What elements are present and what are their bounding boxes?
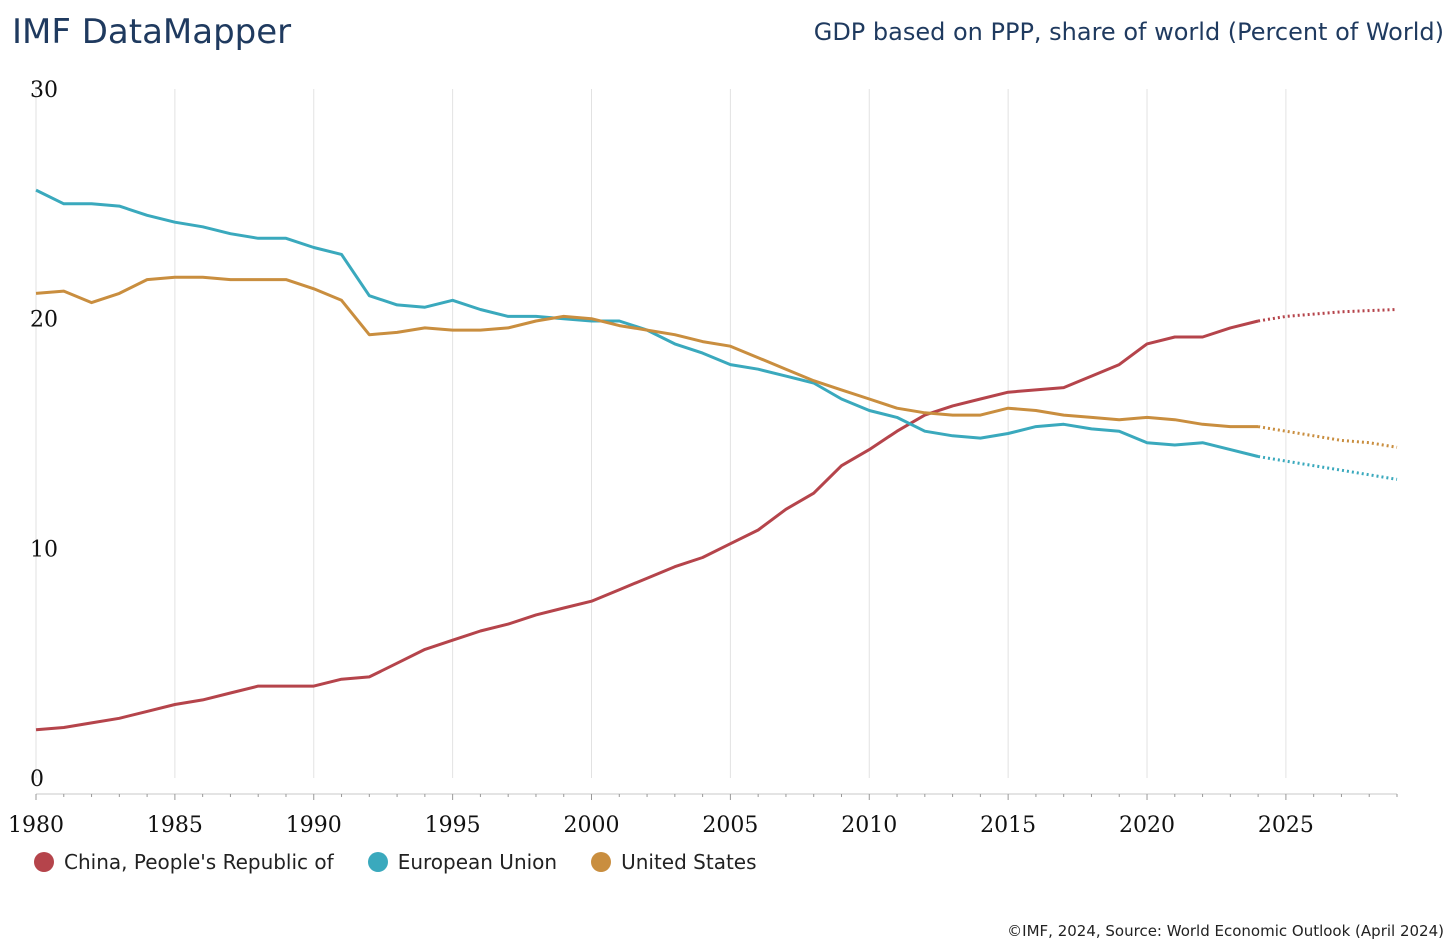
x-tick-label-2020: 2020 <box>1119 813 1175 838</box>
legend-item-china[interactable]: China, People's Republic of <box>34 850 334 874</box>
y-tick-label-0: 0 <box>30 767 44 792</box>
series-forecast-us <box>1257 425 1398 449</box>
y-tick-label-10: 10 <box>30 537 58 562</box>
x-tick-label-2000: 2000 <box>564 813 620 838</box>
chart-title: GDP based on PPP, share of world (Percen… <box>813 18 1444 46</box>
y-tick-label-20: 20 <box>30 308 58 333</box>
x-tick-label-1990: 1990 <box>286 813 342 838</box>
series-line-us <box>35 275 1259 429</box>
x-tick-label-2005: 2005 <box>702 813 758 838</box>
legend-item-us[interactable]: United States <box>591 850 757 874</box>
legend-marker-china <box>34 852 54 872</box>
series-line-china <box>35 319 1259 732</box>
series-forecast-eu <box>1257 455 1398 481</box>
x-tick-label-1995: 1995 <box>425 813 481 838</box>
x-tick-label-1980: 1980 <box>8 813 64 838</box>
legend-marker-eu <box>367 852 388 872</box>
series-forecast-china <box>1257 308 1398 323</box>
x-tick-label-2015: 2015 <box>980 813 1036 838</box>
legend-label-eu: European Union <box>397 850 558 874</box>
legend-item-eu[interactable]: European Union <box>367 850 558 874</box>
x-tick-label-2025: 2025 <box>1258 813 1314 838</box>
legend-label-china: China, People's Republic of <box>64 850 334 874</box>
legend-label-us: United States <box>621 850 757 874</box>
x-tick-label-2010: 2010 <box>841 813 897 838</box>
x-tick-label-1985: 1985 <box>147 813 203 838</box>
y-tick-label-30: 30 <box>30 78 58 103</box>
app-brand: IMF DataMapper <box>12 12 292 52</box>
legend-marker-us <box>591 852 612 872</box>
source-note: ©IMF, 2024, Source: World Economic Outlo… <box>1007 922 1444 940</box>
chart-legend: China, People's Republic of European Uni… <box>34 850 757 874</box>
